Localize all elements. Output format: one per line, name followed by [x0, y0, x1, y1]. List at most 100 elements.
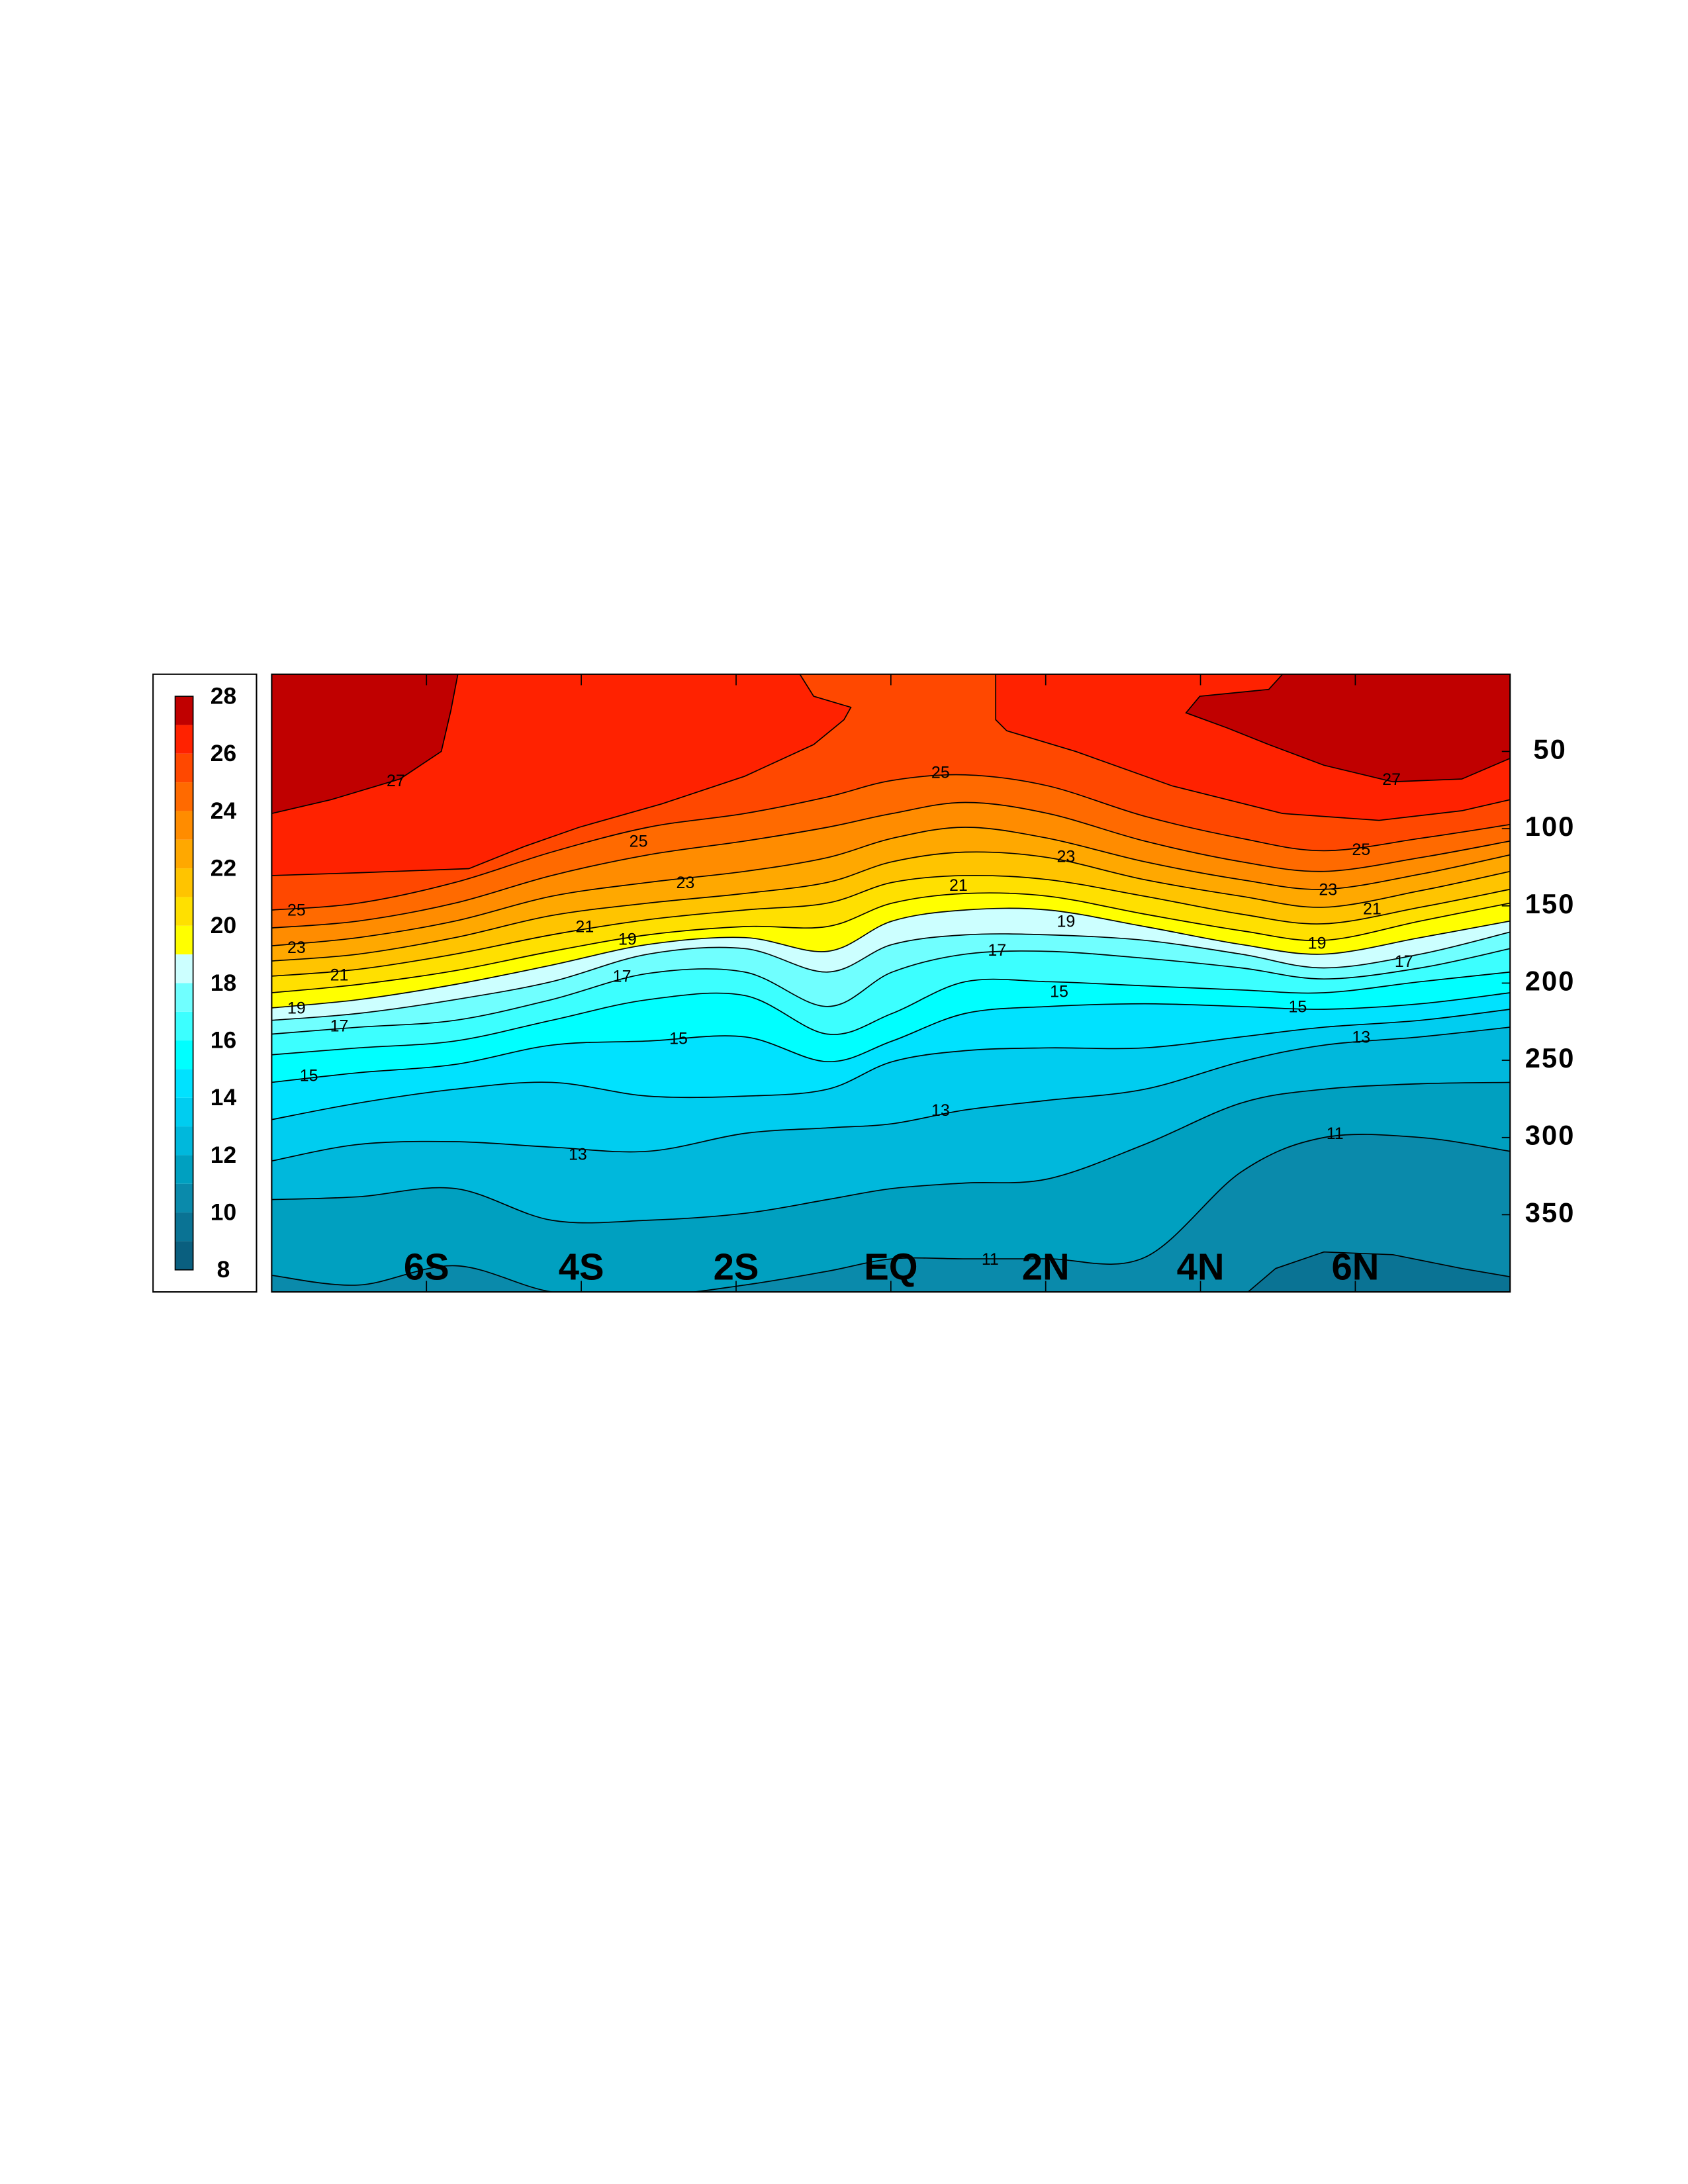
x-tick-label: 2S	[714, 1246, 759, 1288]
colorbar-outline	[174, 696, 194, 1271]
colorbar-label: 12	[211, 1142, 236, 1168]
contour-fill	[1185, 674, 1511, 783]
contour-line	[271, 931, 1511, 1021]
contour-label: 23	[1319, 880, 1337, 899]
colorbar-label: 10	[211, 1199, 236, 1226]
y-tick-label: 100	[1525, 811, 1575, 842]
contour-label: 15	[669, 1029, 688, 1048]
colorbar-label: 22	[211, 855, 236, 882]
colorbar-swatch	[175, 897, 193, 926]
contour-label: 15	[1050, 983, 1068, 1001]
contour-label: 19	[1057, 912, 1076, 931]
contour-line	[271, 851, 1511, 962]
colorbar-label: 8	[217, 1256, 230, 1283]
colorbar-label: 14	[211, 1084, 237, 1111]
colorbar-swatch	[175, 696, 193, 725]
colorbar-label: 24	[211, 797, 237, 824]
contour-label: 17	[330, 1017, 349, 1036]
contour-line	[271, 992, 1511, 1083]
contour-line	[271, 892, 1511, 993]
contour-line	[271, 801, 1511, 929]
contour-fill	[271, 674, 459, 815]
contour-line	[271, 774, 1511, 911]
contour-label: 25	[1352, 841, 1370, 859]
contour-label: 15	[1289, 998, 1307, 1017]
x-tick-label: 2N	[1022, 1246, 1070, 1288]
x-tick-label: EQ	[864, 1246, 917, 1288]
colorbar-swatch	[175, 1241, 193, 1270]
colorbar-swatch	[175, 725, 193, 754]
contour-label: 27	[1382, 770, 1401, 789]
plot-area	[271, 674, 1511, 1293]
colorbar-swatch	[175, 782, 193, 811]
axes: 50 100 150 200 250 300 350 6S 4S 2S EQ 2N 4N 6N	[404, 674, 1575, 1293]
contour-line	[271, 827, 1511, 946]
x-tick-label: 6N	[1331, 1246, 1379, 1288]
contour-line	[271, 1134, 1511, 1293]
contour-label: 23	[287, 938, 306, 957]
y-tick-label: 350	[1525, 1197, 1575, 1228]
colorbar-swatch	[175, 811, 193, 840]
colorbar-swatch	[175, 1011, 193, 1041]
contour-line	[271, 874, 1511, 977]
contour-line	[271, 1009, 1511, 1120]
colorbar-swatch	[175, 925, 193, 955]
contour-label: 15	[300, 1067, 318, 1085]
colorbar-swatch	[175, 1069, 193, 1098]
y-tick-label: 200	[1525, 965, 1575, 996]
contour-label: 21	[949, 876, 968, 895]
contour-fill	[1247, 1251, 1511, 1293]
contour-label: 17	[613, 968, 632, 986]
colorbar-swatch	[175, 983, 193, 1012]
contour-line	[271, 1026, 1511, 1161]
contour-label: 25	[630, 833, 648, 851]
contour-label: 13	[931, 1101, 950, 1120]
contour-label: 25	[287, 901, 306, 920]
contour-label: 21	[1363, 900, 1382, 919]
colorbar-label: 16	[211, 1027, 236, 1054]
y-tick-label: 250	[1525, 1042, 1575, 1073]
contour-label: 13	[569, 1145, 587, 1163]
colorbar-label: 20	[211, 912, 236, 938]
colorbar-swatch	[175, 954, 193, 983]
colorbar-swatch	[175, 1126, 193, 1156]
contour-label: 13	[1352, 1028, 1370, 1046]
contour-label: 19	[287, 999, 306, 1018]
colorbar: 8 10 12 14 16 18 20 22 24 26 28	[174, 683, 237, 1283]
contour-label: 19	[1308, 934, 1327, 953]
contour-labels: 27 27 25 25 25 25 23 23 23 23 21 21 21 21 19 19 19 19 17 17…	[287, 763, 1413, 1268]
contour-label: 27	[387, 772, 405, 790]
contour-label: 21	[575, 918, 594, 936]
contour-line	[271, 971, 1511, 1056]
y-tick-label: 300	[1525, 1120, 1575, 1151]
contour-label: 11	[982, 1250, 999, 1269]
contour-line	[271, 1081, 1511, 1224]
colorbar-swatch	[175, 1155, 193, 1184]
colorbar-swatch	[175, 1183, 193, 1213]
contour-line	[271, 948, 1511, 1035]
contour-label: 21	[330, 966, 349, 985]
contour-label: 19	[618, 930, 637, 948]
contour-label: 11	[1327, 1124, 1344, 1143]
y-tick-label: 50	[1533, 733, 1567, 764]
colorbar-label: 26	[211, 740, 236, 766]
colorbar-label: 28	[211, 683, 236, 709]
x-tick-label: 6S	[404, 1246, 449, 1288]
colorbar-label: 18	[211, 970, 236, 996]
contour-label: 17	[1395, 952, 1413, 971]
colorbar-swatch	[175, 1212, 193, 1242]
y-tick-label: 150	[1525, 888, 1575, 919]
contour-label: 17	[988, 941, 1006, 960]
colorbar-swatch	[175, 1097, 193, 1127]
colorbar-swatch	[175, 753, 193, 783]
colorbar-swatch	[175, 868, 193, 897]
x-tick-label: 4S	[559, 1246, 604, 1288]
colorbar-frame	[152, 673, 258, 1293]
contour-line	[271, 907, 1511, 1009]
contour-label: 25	[931, 763, 950, 782]
contour-label: 23	[1057, 847, 1076, 866]
colorbar-swatch	[175, 1040, 193, 1069]
colorbar-swatch	[175, 839, 193, 869]
